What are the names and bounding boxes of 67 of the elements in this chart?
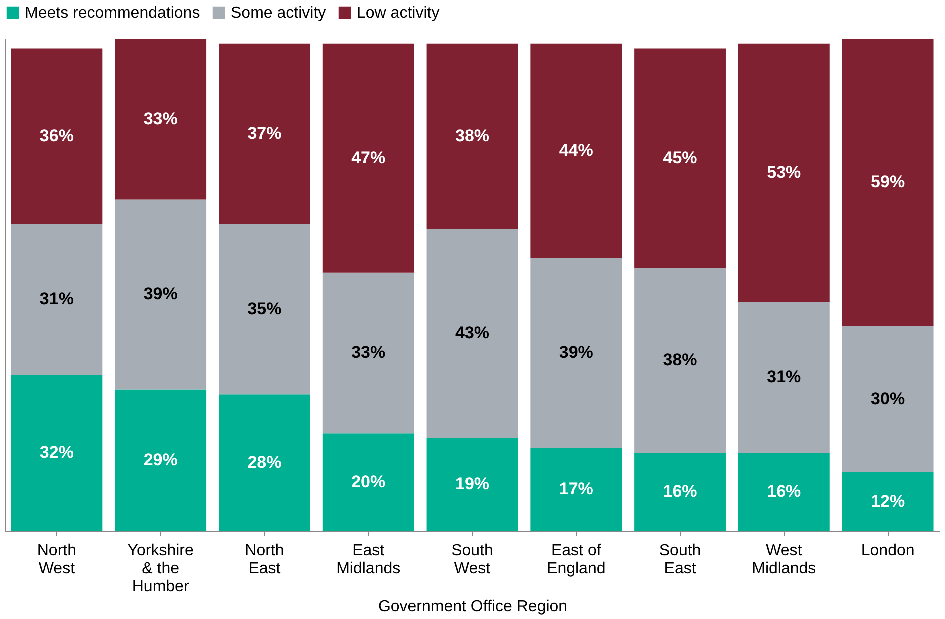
data-label: 39% [559, 343, 594, 362]
x-tick-label: Yorkshire & the Humber [128, 542, 194, 596]
data-label: 59% [871, 172, 906, 192]
bar [738, 453, 830, 531]
data-label: 44% [559, 141, 594, 160]
bar [115, 390, 207, 531]
data-label: 38% [455, 126, 490, 146]
bar [426, 44, 518, 229]
x-axis-title: Government Office Region [378, 598, 568, 616]
data-label: 43% [455, 324, 490, 343]
bar [634, 453, 726, 531]
bar [322, 434, 414, 531]
legend-label: Low activity [357, 5, 440, 22]
bar [842, 472, 934, 531]
x-tick-label: West Midlands [752, 542, 816, 578]
data-label: 35% [248, 299, 282, 318]
bar [11, 375, 103, 531]
bar [530, 258, 622, 448]
bar [738, 44, 830, 302]
bar [634, 268, 726, 454]
bar [842, 39, 934, 326]
legend-label: Meets recommendations [25, 5, 200, 22]
bar [11, 48, 103, 224]
data-label: 12% [871, 492, 906, 511]
legend-label: Some activity [231, 5, 326, 22]
bar [115, 200, 207, 390]
data-label: 45% [663, 148, 698, 168]
data-label: 31% [40, 290, 74, 309]
bar [426, 228, 518, 438]
bar [219, 394, 310, 531]
data-label: 17% [559, 480, 594, 499]
data-label: 38% [663, 350, 698, 370]
bar [634, 48, 726, 268]
data-label: 20% [352, 472, 386, 492]
data-label: 16% [663, 482, 698, 502]
bar [738, 302, 830, 454]
data-label: 19% [455, 474, 490, 494]
data-label: 47% [352, 148, 386, 168]
data-label: 28% [248, 452, 282, 472]
data-label: 37% [248, 124, 282, 143]
data-label: 29% [144, 450, 178, 470]
data-label: 33% [144, 109, 178, 128]
data-label: 53% [767, 162, 802, 182]
bar [842, 326, 934, 473]
bar [426, 438, 518, 531]
x-tick-label: London [861, 542, 915, 560]
data-label: 32% [40, 443, 74, 462]
x-tick-label: East Midlands [336, 542, 401, 578]
x-tick-label: East of England [547, 542, 606, 578]
bar [115, 39, 207, 200]
data-label: 30% [871, 389, 906, 408]
x-tick-label: South East [659, 542, 702, 578]
x-tick-label: South West [452, 542, 494, 578]
bar [530, 44, 622, 258]
x-tick-label: North East [245, 542, 284, 578]
data-label: 31% [767, 368, 802, 387]
bar [11, 224, 103, 376]
data-label: 39% [144, 284, 178, 304]
x-tick-label: North West [37, 542, 77, 578]
data-label: 33% [352, 343, 386, 362]
data-label: 36% [40, 126, 74, 146]
data-label: 16% [767, 482, 802, 502]
bar [219, 44, 310, 224]
bar [322, 44, 414, 273]
bar [322, 272, 414, 434]
bar [219, 224, 310, 395]
bar [530, 448, 622, 531]
